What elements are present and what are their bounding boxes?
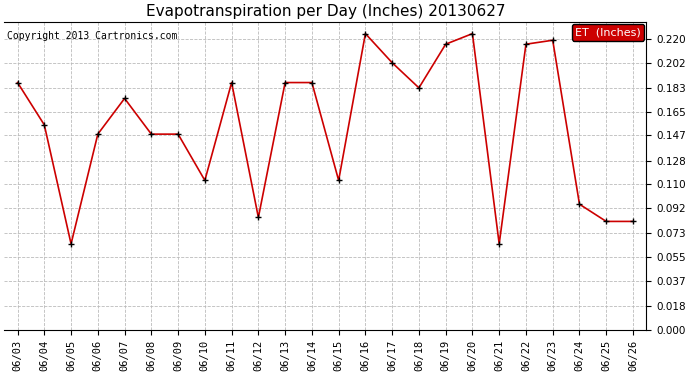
Legend: ET  (Inches): ET (Inches) [572,24,644,40]
Title: Evapotranspiration per Day (Inches) 20130627: Evapotranspiration per Day (Inches) 2013… [146,4,505,19]
Text: Copyright 2013 Cartronics.com: Copyright 2013 Cartronics.com [8,31,178,41]
